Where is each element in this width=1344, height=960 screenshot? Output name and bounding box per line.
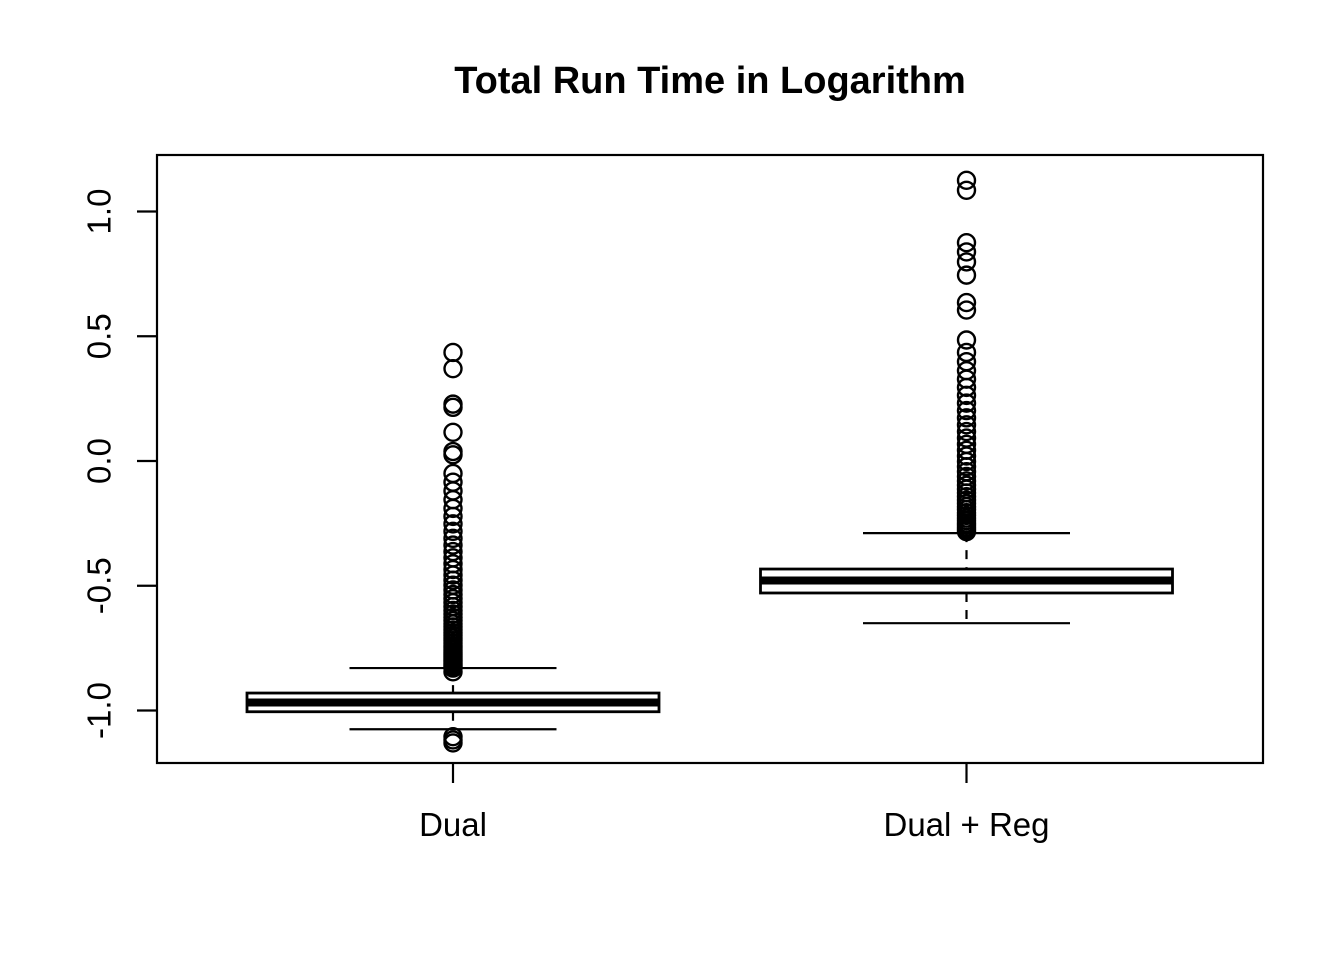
outlier-point (956, 180, 977, 200)
outlier-point (956, 330, 977, 350)
outlier-point (956, 342, 977, 363)
outlier-point (956, 408, 977, 428)
outlier-point (956, 521, 977, 542)
outlier-point (956, 292, 977, 313)
y-tick-label: 0.0 (81, 438, 118, 484)
outlier-point (956, 457, 977, 477)
outlier-point (956, 385, 977, 406)
outlier-point (443, 570, 463, 590)
outlier-point (443, 506, 463, 527)
plot-area: 1.0 0.5 0.0 -0.5 -1.0 Dual Dual + Reg (81, 153, 1265, 843)
outlier-point (443, 422, 463, 443)
outlier-point (956, 300, 977, 320)
outlier-point (443, 565, 463, 585)
outlier-point (443, 535, 463, 555)
outlier-point (443, 528, 463, 549)
chart-title: Total Run Time in Logarithm (454, 60, 966, 102)
plot-frame (155, 153, 1265, 765)
outlier-point (956, 446, 977, 466)
outlier-point (443, 498, 463, 519)
outlier-point (443, 342, 463, 363)
y-tick-label: 0.5 (81, 313, 118, 359)
outlier-point (956, 242, 977, 262)
outlier-point (956, 232, 977, 253)
y-tick-label: -1.0 (81, 682, 118, 739)
outlier-point (443, 662, 463, 682)
outlier-point (443, 445, 463, 465)
outlier-point (443, 358, 463, 379)
outlier-point (956, 400, 977, 421)
outlier-point (956, 265, 977, 285)
outlier-point (443, 397, 463, 418)
outlier-point (956, 393, 977, 413)
outlier-point (443, 521, 463, 542)
outlier-point (956, 451, 977, 472)
outlier-point (956, 252, 977, 272)
outlier-point (443, 733, 463, 753)
outlier-point (956, 421, 977, 442)
outlier-point (443, 559, 463, 580)
outlier-point (443, 514, 463, 534)
outlier-point (956, 170, 977, 191)
x-tick-label: Dual (419, 806, 487, 843)
x-tick-label: Dual + Reg (883, 806, 1049, 843)
outlier-point (956, 415, 977, 435)
outlier-point (956, 377, 977, 398)
y-tick-label: -0.5 (81, 557, 118, 614)
y-tick-label: 1.0 (81, 189, 118, 235)
